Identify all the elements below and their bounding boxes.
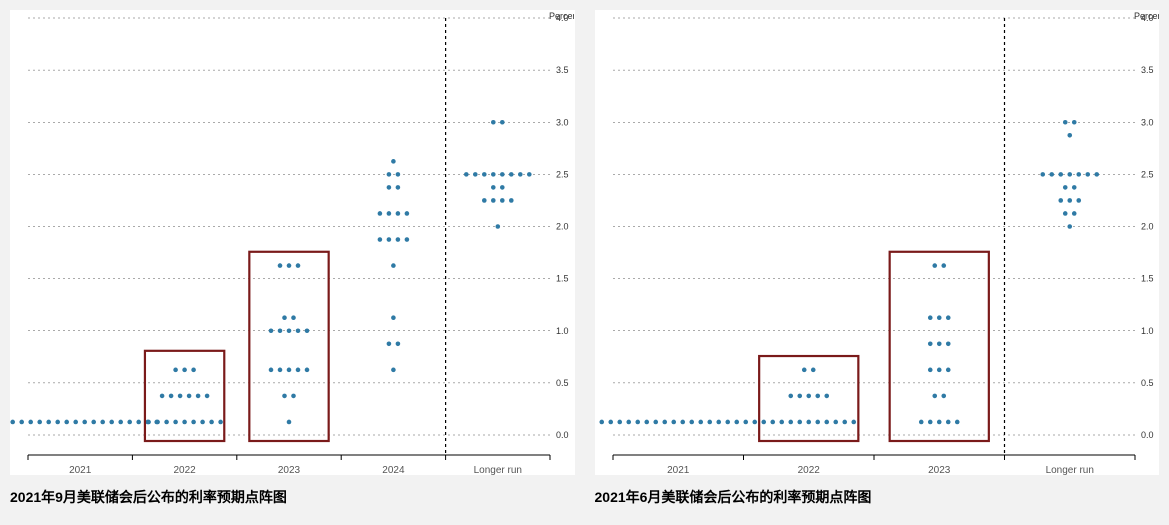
chart-right: 0.00.51.01.52.02.53.03.54.0Percent202120… — [595, 10, 1160, 475]
svg-text:1.5: 1.5 — [1141, 274, 1154, 284]
svg-text:2.0: 2.0 — [1141, 222, 1154, 232]
dot-plot-svg-left: 0.00.51.01.52.02.53.03.54.0Percent202120… — [10, 10, 574, 475]
svg-text:1.5: 1.5 — [556, 274, 569, 284]
svg-text:2022: 2022 — [797, 465, 820, 475]
svg-text:Longer run: Longer run — [1045, 465, 1093, 475]
svg-text:2024: 2024 — [382, 465, 405, 475]
svg-text:2.5: 2.5 — [556, 169, 569, 179]
svg-text:0.0: 0.0 — [556, 430, 569, 440]
svg-text:2023: 2023 — [928, 465, 951, 475]
svg-text:Percent: Percent — [549, 11, 574, 21]
caption-left: 2021年9月美联储会后公布的利率预期点阵图 — [10, 487, 575, 507]
svg-text:2021: 2021 — [667, 465, 690, 475]
svg-text:1.0: 1.0 — [556, 326, 569, 336]
svg-text:2023: 2023 — [278, 465, 301, 475]
svg-text:2.0: 2.0 — [556, 222, 569, 232]
svg-text:3.5: 3.5 — [1141, 65, 1154, 75]
dot-plot-container: 0.00.51.01.52.02.53.03.54.0Percent202120… — [10, 10, 1159, 507]
svg-text:3.5: 3.5 — [556, 65, 569, 75]
svg-text:2021: 2021 — [69, 465, 92, 475]
svg-text:1.0: 1.0 — [1141, 326, 1154, 336]
panel-right: 0.00.51.01.52.02.53.03.54.0Percent202120… — [595, 10, 1160, 507]
svg-text:Percent: Percent — [1133, 11, 1158, 21]
chart-left: 0.00.51.01.52.02.53.03.54.0Percent202120… — [10, 10, 575, 475]
svg-text:3.0: 3.0 — [1141, 117, 1154, 127]
svg-text:Longer run: Longer run — [474, 465, 522, 475]
svg-text:0.0: 0.0 — [1141, 430, 1154, 440]
panel-left: 0.00.51.01.52.02.53.03.54.0Percent202120… — [10, 10, 575, 507]
svg-text:0.5: 0.5 — [1141, 378, 1154, 388]
svg-text:0.5: 0.5 — [556, 378, 569, 388]
svg-text:2.5: 2.5 — [1141, 169, 1154, 179]
caption-right: 2021年6月美联储会后公布的利率预期点阵图 — [595, 487, 1160, 507]
svg-text:2022: 2022 — [173, 465, 196, 475]
dot-plot-svg-right: 0.00.51.01.52.02.53.03.54.0Percent202120… — [595, 10, 1159, 475]
svg-text:3.0: 3.0 — [556, 117, 569, 127]
